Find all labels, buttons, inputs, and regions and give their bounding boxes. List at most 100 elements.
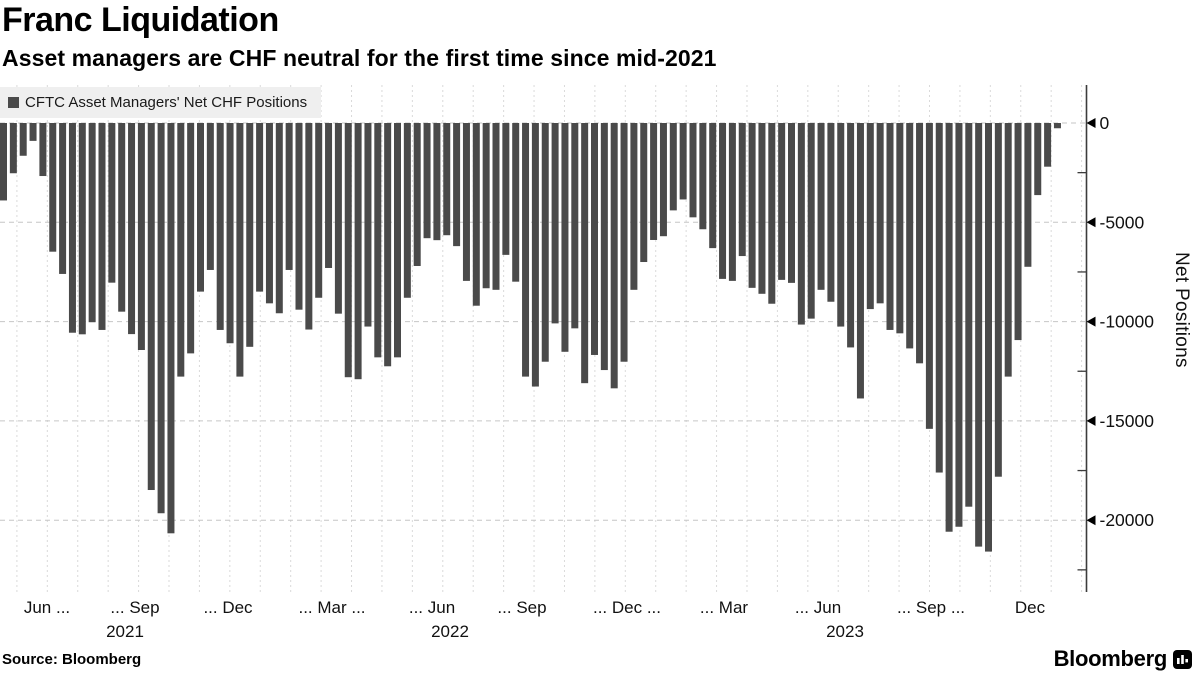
bar xyxy=(679,123,687,200)
bar xyxy=(561,123,569,352)
bar xyxy=(472,123,480,306)
bar xyxy=(856,123,864,399)
bar xyxy=(620,123,628,362)
bar xyxy=(531,123,539,387)
bar xyxy=(896,123,904,334)
bloomberg-terminal-icon xyxy=(1173,649,1192,669)
bar xyxy=(1004,123,1012,377)
bar xyxy=(157,123,165,514)
bar xyxy=(600,123,608,371)
bar xyxy=(226,123,234,344)
y-tick-arrow-icon xyxy=(1086,217,1096,228)
bar xyxy=(837,123,845,327)
bar xyxy=(689,123,697,218)
bar xyxy=(59,123,67,274)
bar xyxy=(68,123,76,333)
bar xyxy=(256,123,264,292)
bar xyxy=(699,123,707,230)
bar xyxy=(886,123,894,330)
bar xyxy=(945,123,953,532)
page-title: Franc Liquidation xyxy=(2,1,279,39)
y-tick-label: -15000 xyxy=(1100,411,1155,431)
x-axis-label: Jun ... xyxy=(23,598,71,617)
y-tick-arrow-icon xyxy=(1086,415,1096,426)
bar xyxy=(807,123,815,319)
bar xyxy=(413,123,421,266)
bar xyxy=(925,123,933,429)
bar xyxy=(728,123,736,281)
bar xyxy=(29,123,37,141)
bar xyxy=(709,123,717,249)
bar xyxy=(187,123,195,354)
x-axis-label: ... Sep ... xyxy=(896,598,966,617)
bar xyxy=(423,123,431,239)
bar xyxy=(128,123,136,335)
bar xyxy=(817,123,825,290)
bar xyxy=(108,123,116,283)
bar xyxy=(197,123,204,292)
bar xyxy=(650,123,658,240)
bar xyxy=(551,123,559,324)
y-tick-label: -5000 xyxy=(1100,212,1145,232)
legend-label: CFTC Asset Managers' Net CHF Positions xyxy=(25,94,308,111)
bar xyxy=(591,123,598,355)
bar xyxy=(778,123,786,280)
y-tick-arrow-icon xyxy=(1086,118,1096,128)
x-axis-label: ... Mar ... xyxy=(298,598,366,617)
year-label: 2021 xyxy=(106,622,144,641)
bar xyxy=(403,123,411,298)
bar xyxy=(305,123,313,330)
y-tick-arrow-icon xyxy=(1086,316,1096,327)
bar xyxy=(443,123,451,236)
bar xyxy=(394,123,401,358)
bar xyxy=(866,123,874,310)
bar xyxy=(462,123,470,281)
bar xyxy=(433,123,441,241)
bar xyxy=(9,123,17,174)
bar xyxy=(955,123,963,527)
bar xyxy=(847,123,855,348)
source-note: Source: Bloomberg xyxy=(2,651,142,668)
bar xyxy=(571,123,579,329)
bar xyxy=(906,123,914,349)
x-axis-label: ... Sep xyxy=(497,598,547,617)
bar xyxy=(610,123,618,389)
year-label: 2022 xyxy=(431,622,469,641)
bar xyxy=(19,123,27,156)
bar xyxy=(935,123,943,473)
bloomberg-wordmark: Bloomberg xyxy=(1053,646,1168,671)
bar xyxy=(1024,123,1032,267)
x-axis-label: ... Dec ... xyxy=(592,598,662,617)
bar xyxy=(492,123,500,290)
bar xyxy=(147,123,155,491)
bar xyxy=(630,123,638,290)
bar xyxy=(738,123,746,257)
bar xyxy=(768,123,776,304)
bar xyxy=(325,123,333,268)
legend-swatch-icon xyxy=(8,97,19,108)
bar xyxy=(669,123,677,211)
x-axis-label: ... Dec xyxy=(203,598,253,617)
bar xyxy=(246,123,254,347)
bar xyxy=(334,123,342,314)
bar xyxy=(876,123,884,304)
bloomberg-logo: Bloomberg xyxy=(1054,646,1192,672)
bar xyxy=(285,123,293,270)
bar xyxy=(315,123,323,298)
bar xyxy=(137,123,145,350)
bar xyxy=(827,123,835,302)
y-axis-title: Net Positions xyxy=(1171,252,1192,368)
bar xyxy=(88,123,96,323)
bar xyxy=(797,123,805,325)
bar xyxy=(295,123,303,310)
bar xyxy=(659,123,667,237)
y-tick-arrow-icon xyxy=(1086,515,1096,526)
bar xyxy=(1044,123,1052,167)
bar xyxy=(39,123,47,177)
bar xyxy=(719,123,727,279)
bar xyxy=(541,123,549,362)
x-axis-label: ... Jun xyxy=(408,598,456,617)
y-tick-label: 0 xyxy=(1100,113,1110,133)
bar xyxy=(384,123,392,367)
